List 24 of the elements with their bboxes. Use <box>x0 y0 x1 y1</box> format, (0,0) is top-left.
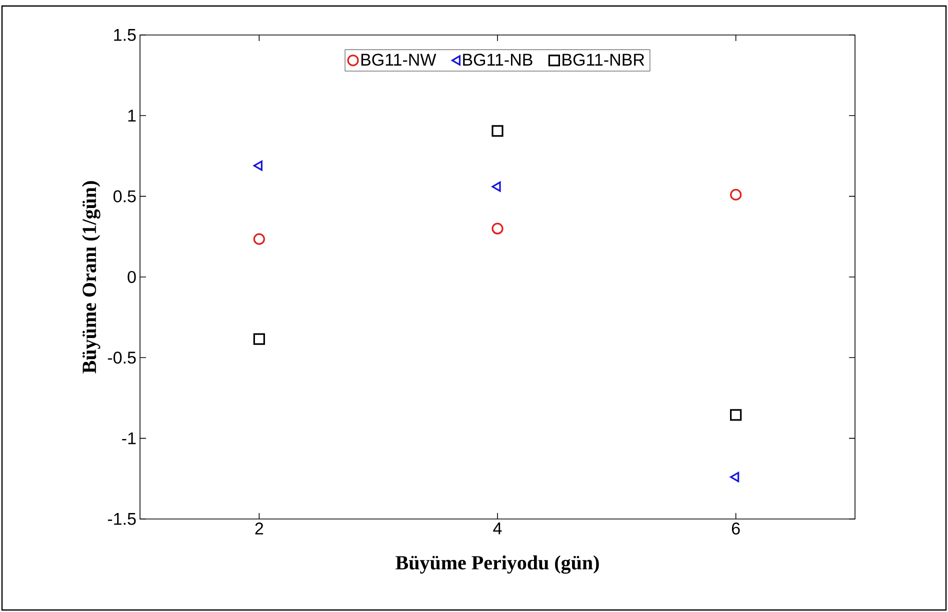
x-tick-label: 2 <box>255 522 264 534</box>
point <box>730 188 742 201</box>
point <box>253 233 265 245</box>
y-tick-label: -1 <box>122 432 136 444</box>
y-tick-label: 0 <box>128 270 136 284</box>
y-axis-title: Büyüme Oranı (1/gün) <box>82 181 100 374</box>
point <box>492 182 501 192</box>
y-tick-label: 1 <box>128 110 136 122</box>
point <box>492 222 504 234</box>
legend-label: BG11-NB <box>463 54 532 66</box>
point <box>730 472 740 482</box>
y-tick-label: -1.5 <box>108 513 136 525</box>
point <box>253 333 265 345</box>
legend-label: BG11-NBR <box>562 54 644 66</box>
y-tick-label: 0.5 <box>114 190 136 202</box>
x-axis-title: Büyüme Periyodu (gün) <box>396 555 599 574</box>
point <box>730 409 742 421</box>
y-tick-label: 1.5 <box>114 29 136 41</box>
x-tick-label: 6 <box>732 522 740 535</box>
point <box>253 160 262 171</box>
x-tick-label: 4 <box>493 522 502 534</box>
legend-label: BG11-NW <box>361 54 436 66</box>
y-tick-label: -0.5 <box>108 352 136 364</box>
point <box>492 125 504 137</box>
